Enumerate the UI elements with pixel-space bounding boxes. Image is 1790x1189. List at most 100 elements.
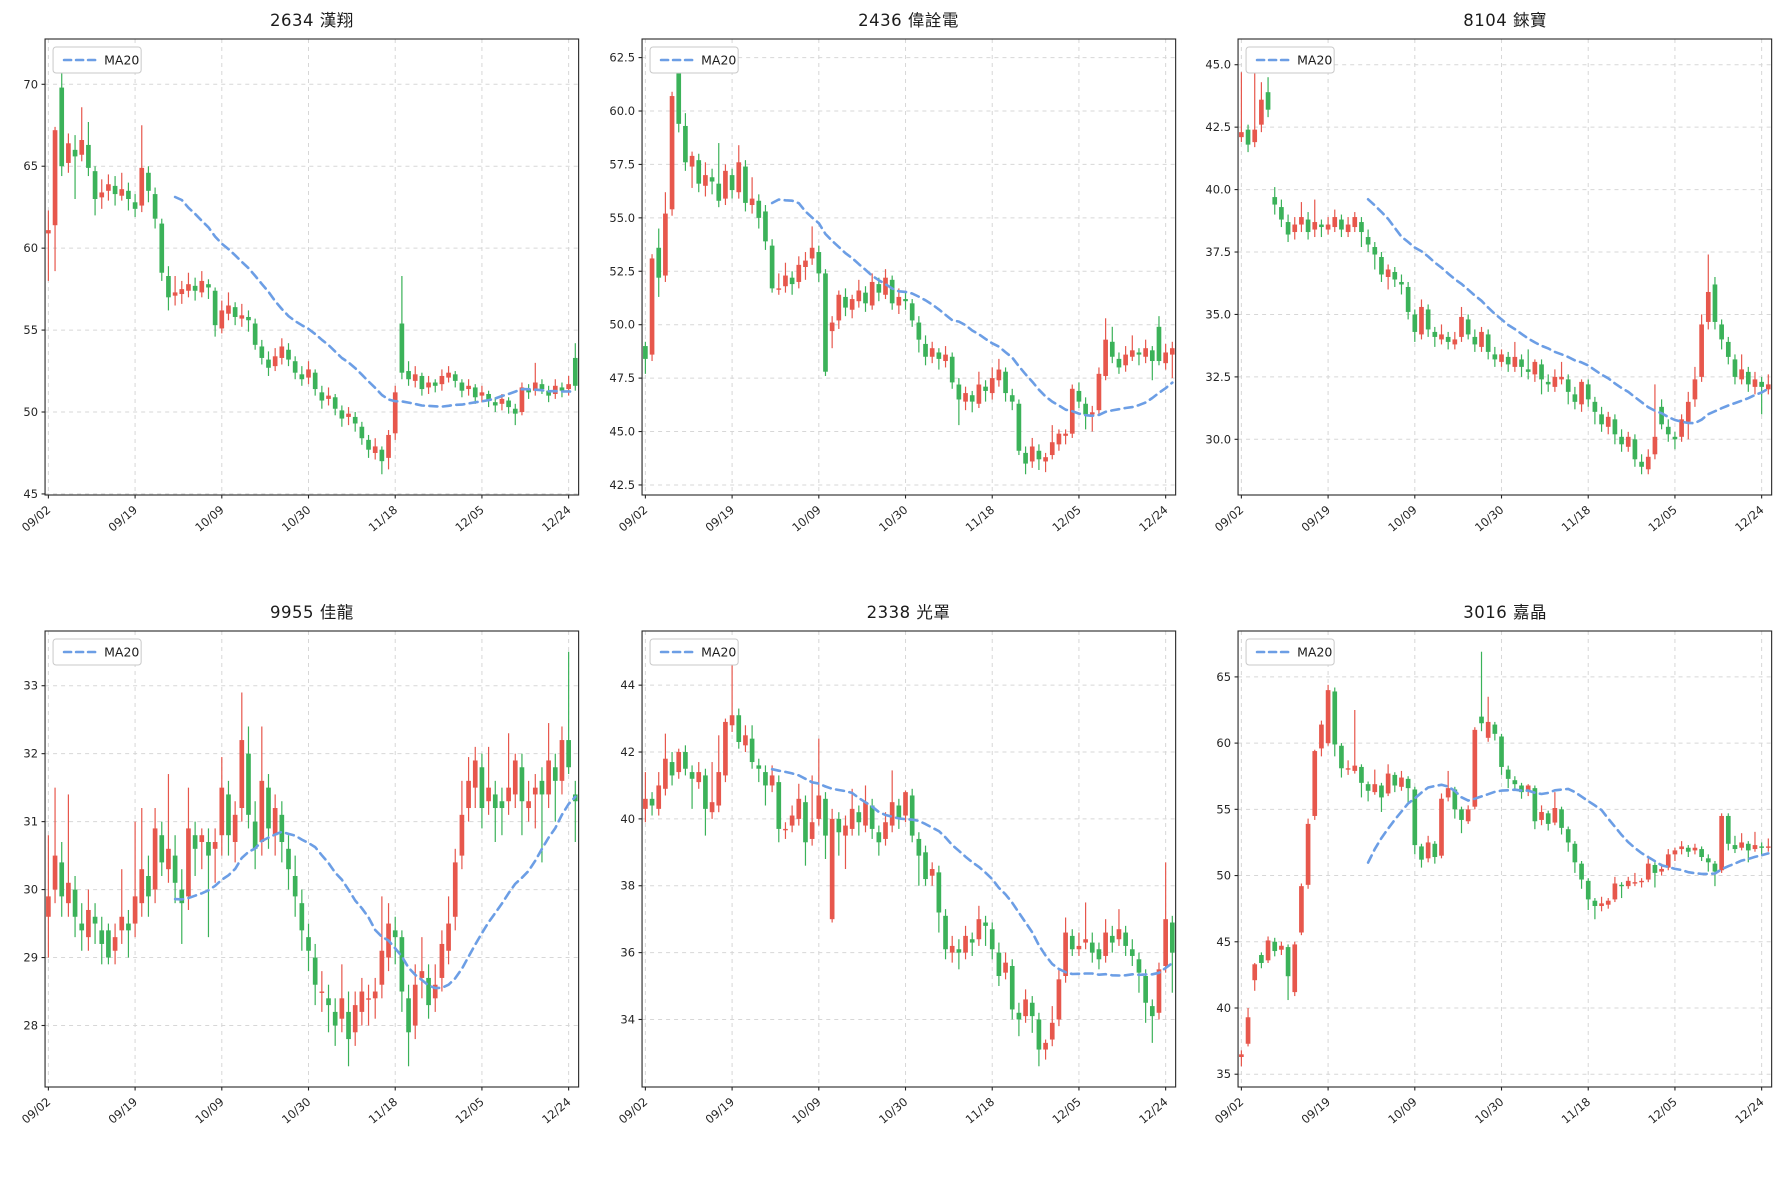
candle-body: [1009, 395, 1015, 402]
candle-body: [922, 852, 928, 880]
candle-body: [1319, 224, 1325, 228]
candle-body: [1312, 751, 1318, 816]
candle: [1759, 376, 1765, 415]
candle: [869, 798, 875, 839]
candle: [1672, 847, 1678, 861]
candle: [566, 651, 571, 775]
candle: [239, 692, 245, 822]
candle: [1312, 199, 1318, 238]
candle-body: [332, 1011, 338, 1026]
candle-body: [829, 322, 835, 332]
candle-body: [1279, 945, 1285, 950]
candle-body: [1732, 359, 1738, 377]
candle-body: [1546, 813, 1551, 824]
candle-body: [1766, 384, 1771, 390]
candle-body: [1266, 92, 1271, 110]
candle: [942, 909, 948, 960]
candle-body: [916, 838, 921, 856]
candle-body: [272, 356, 278, 367]
candle: [106, 174, 111, 201]
candle-body: [466, 385, 471, 390]
candle-body: [186, 284, 191, 291]
candle-body: [139, 167, 145, 206]
candles: [1239, 651, 1771, 1067]
candle: [406, 361, 411, 386]
y-tick-label: 40.0: [1206, 183, 1232, 197]
candle: [1246, 124, 1251, 153]
candle: [702, 162, 708, 197]
candle: [1156, 962, 1161, 1020]
x-tick-label: 09/19: [702, 1095, 736, 1127]
y-tick-label: 45: [23, 487, 38, 501]
candle-body: [1379, 785, 1385, 798]
candle: [1056, 429, 1061, 451]
candle-body: [1626, 880, 1631, 887]
candle: [842, 288, 848, 317]
x-tick-label: 12/24: [1732, 503, 1766, 535]
y-tick-label: 28: [23, 1019, 38, 1033]
candle: [166, 266, 171, 311]
candle: [446, 366, 451, 383]
candle: [132, 194, 138, 218]
y-tick-label: 45.0: [609, 425, 635, 439]
y-tick-label: 35: [1217, 1067, 1232, 1081]
chart-cell-6: 3016 嘉晶 35 40 45 50 55 60 65 09/02 09/19 10/09 10/…: [1193, 595, 1790, 1187]
candle: [159, 821, 165, 876]
candle-body: [816, 252, 821, 274]
candle: [909, 299, 915, 327]
candle-body: [1739, 842, 1745, 848]
candle: [266, 351, 271, 376]
candle: [756, 194, 761, 229]
candle: [1512, 776, 1518, 791]
chart-title: 8104 錸寶: [1463, 11, 1548, 30]
candle-body: [219, 787, 225, 836]
x-tick-label: 10/09: [1386, 503, 1420, 535]
y-tick-label: 47.5: [609, 371, 635, 385]
candle: [1599, 406, 1605, 432]
candle: [1009, 959, 1015, 1020]
candle-body: [902, 792, 908, 816]
x-tick-label: 10/09: [789, 503, 823, 535]
candle-body: [486, 393, 491, 401]
x-tick-label: 10/09: [192, 503, 226, 535]
candle-body: [99, 930, 105, 944]
candle-body: [1712, 863, 1718, 872]
candle: [1279, 941, 1285, 956]
candle-body: [172, 855, 178, 883]
candle: [1259, 952, 1265, 969]
candle-body: [1606, 416, 1611, 427]
candle-body: [1372, 784, 1378, 793]
candle-body: [1372, 247, 1378, 255]
candle: [1386, 764, 1391, 797]
candle-body: [306, 369, 311, 378]
candle: [1122, 346, 1128, 372]
candle-body: [1169, 922, 1175, 953]
candle-body: [72, 149, 78, 157]
candle-body: [1096, 949, 1101, 960]
x-tick-label: 09/02: [1212, 503, 1246, 535]
candle: [112, 923, 118, 965]
candle-body: [1109, 341, 1115, 357]
candle: [72, 875, 78, 938]
candle-body: [279, 814, 285, 843]
candle-body: [1766, 846, 1771, 848]
candle-body: [199, 835, 205, 843]
candle-body: [186, 828, 191, 897]
candle-body: [332, 397, 338, 409]
candle-body: [836, 294, 841, 321]
candle: [52, 126, 58, 272]
candle-body: [1272, 197, 1278, 205]
candle: [722, 718, 728, 783]
candle: [1042, 452, 1048, 473]
candle: [1566, 374, 1571, 405]
candle: [86, 121, 91, 177]
candle-body: [1062, 433, 1068, 436]
y-tick-label: 45.0: [1206, 58, 1232, 72]
candle-body: [1646, 863, 1651, 880]
candle: [1076, 932, 1081, 956]
candle-body: [1292, 944, 1298, 993]
candle: [836, 812, 841, 856]
candle-body: [1392, 774, 1398, 786]
candle: [942, 346, 948, 368]
candle: [969, 932, 975, 956]
